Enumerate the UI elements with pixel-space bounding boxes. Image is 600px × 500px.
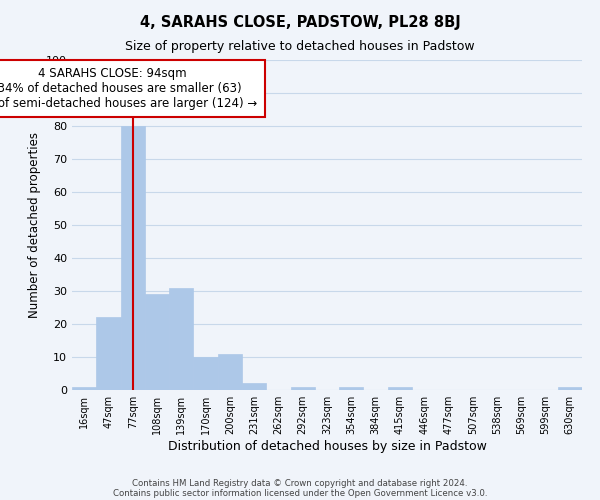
Bar: [72, 386, 96, 390]
Bar: [145, 294, 169, 390]
Bar: [242, 384, 266, 390]
Bar: [121, 126, 145, 390]
Bar: [169, 288, 193, 390]
Bar: [558, 386, 582, 390]
Bar: [339, 386, 364, 390]
Bar: [96, 318, 121, 390]
Bar: [290, 386, 315, 390]
Bar: [388, 386, 412, 390]
Y-axis label: Number of detached properties: Number of detached properties: [28, 132, 41, 318]
Text: Contains public sector information licensed under the Open Government Licence v3: Contains public sector information licen…: [113, 488, 487, 498]
Bar: [218, 354, 242, 390]
X-axis label: Distribution of detached houses by size in Padstow: Distribution of detached houses by size …: [167, 440, 487, 453]
Text: 4, SARAHS CLOSE, PADSTOW, PL28 8BJ: 4, SARAHS CLOSE, PADSTOW, PL28 8BJ: [140, 15, 460, 30]
Text: 4 SARAHS CLOSE: 94sqm
← 34% of detached houses are smaller (63)
66% of semi-deta: 4 SARAHS CLOSE: 94sqm ← 34% of detached …: [0, 66, 257, 110]
Text: Size of property relative to detached houses in Padstow: Size of property relative to detached ho…: [125, 40, 475, 53]
Bar: [193, 357, 218, 390]
Text: Contains HM Land Registry data © Crown copyright and database right 2024.: Contains HM Land Registry data © Crown c…: [132, 478, 468, 488]
